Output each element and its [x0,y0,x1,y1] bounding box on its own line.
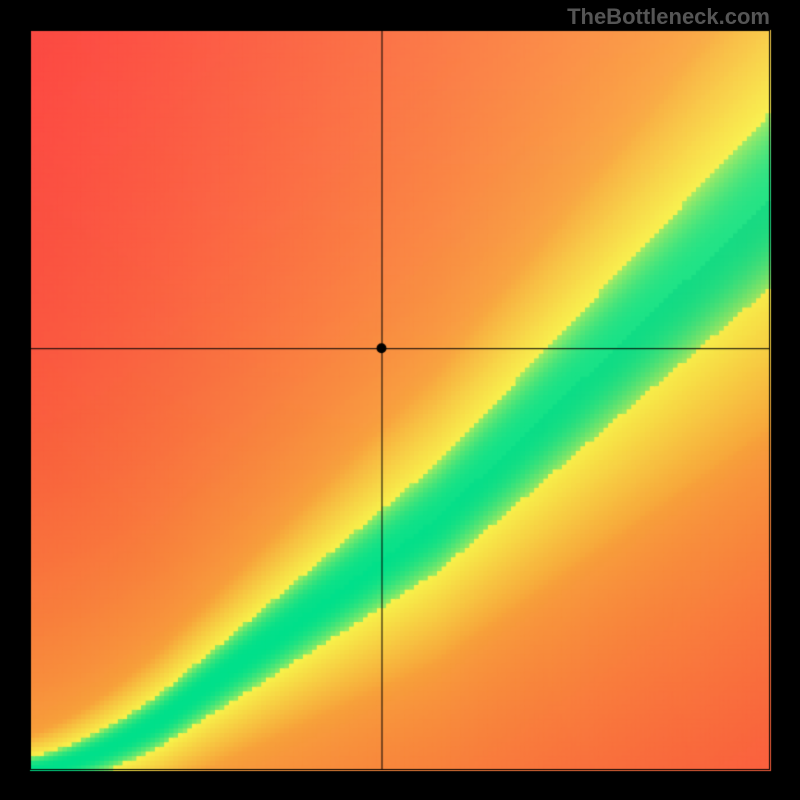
bottleneck-heatmap [0,0,800,800]
watermark-text: TheBottleneck.com [567,4,770,30]
